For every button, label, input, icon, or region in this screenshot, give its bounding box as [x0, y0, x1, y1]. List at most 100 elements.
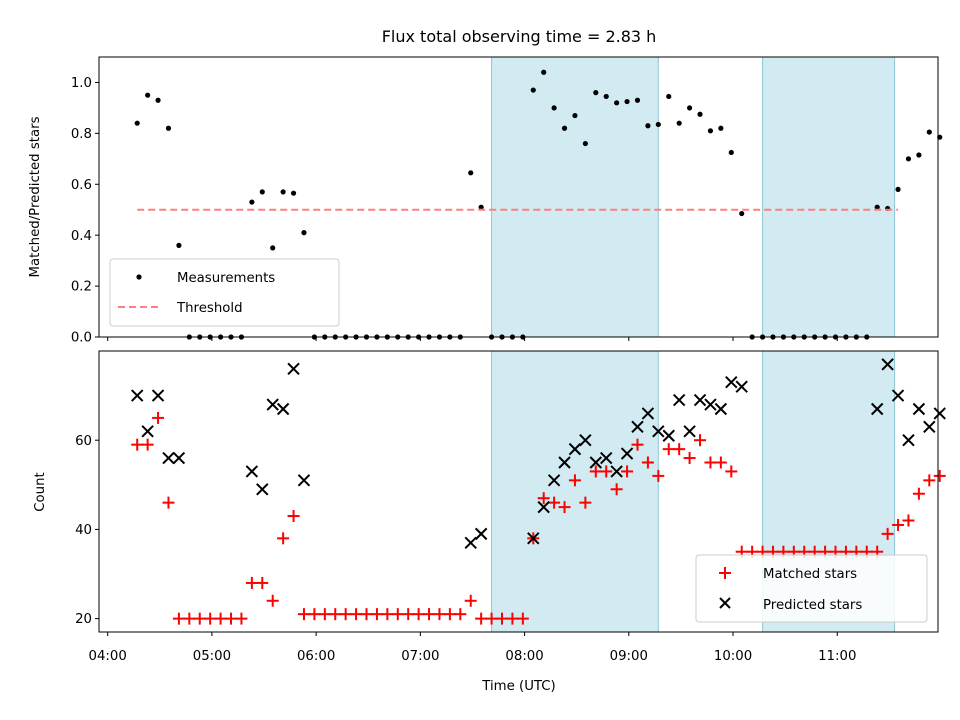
- matched-stars-point: [475, 612, 488, 625]
- matched-stars-point: [558, 501, 571, 514]
- predicted-stars-point: [652, 425, 665, 438]
- matched-stars-point: [610, 483, 623, 496]
- measurements-point: [728, 149, 734, 156]
- legend-threshold-label: Threshold: [176, 301, 243, 316]
- x-tick-label: 08:00: [505, 649, 543, 664]
- y-tick-label: 1.0: [71, 76, 92, 91]
- matched-stars-point: [923, 474, 936, 487]
- matched-stars-point: [204, 612, 217, 625]
- matched-stars-point: [933, 469, 946, 482]
- legend-predicted-stars-label: Predicted stars: [763, 598, 862, 613]
- legend-measurements-label: Measurements: [177, 271, 275, 286]
- matched-stars-point: [402, 608, 415, 621]
- bottom-legend: Matched stars Predicted stars: [695, 554, 928, 623]
- measurements-point: [541, 69, 547, 75]
- predicted-stars-point: [579, 433, 592, 447]
- matched-stars-point: [141, 438, 154, 451]
- predicted-stars-point: [266, 398, 279, 411]
- predicted-stars-point: [141, 425, 154, 438]
- top-legend: Measurements Threshold: [109, 258, 340, 327]
- x-tick-label: 09:00: [610, 649, 648, 664]
- x-tick-label: 07:00: [401, 649, 439, 664]
- matched-stars-point: [423, 608, 436, 621]
- matched-stars-point: [662, 443, 675, 456]
- predicted-stars-point: [256, 483, 269, 496]
- top-panel: 0.0 0.2 0.4 0.6 0.8 1.0 Matched/Predicted sta…: [28, 56, 943, 346]
- measurements-point: [655, 121, 661, 128]
- matched-stars-point: [245, 576, 258, 589]
- predicted-stars-point: [725, 376, 738, 389]
- x-tick-label: 06:00: [297, 649, 335, 664]
- y-tick-label: 40: [75, 523, 92, 538]
- measurements-point: [718, 125, 724, 131]
- measurements-point: [593, 90, 599, 96]
- measurements-point: [676, 120, 682, 126]
- measurements-point: [290, 190, 297, 196]
- matched-stars-point: [631, 438, 644, 451]
- matched-stars-point: [694, 434, 707, 447]
- predicted-stars-point: [172, 451, 186, 465]
- predicted-stars-point: [891, 389, 905, 402]
- y-tick-label: 0.0: [71, 331, 92, 346]
- predicted-stars-point: [923, 420, 936, 434]
- legend-measurements-marker: [136, 274, 142, 280]
- predicted-stars-point: [464, 536, 477, 550]
- measurements-point: [582, 140, 588, 147]
- predicted-stars-point: [933, 407, 946, 420]
- matched-stars-point: [912, 487, 925, 500]
- predicted-stars-point: [558, 456, 571, 469]
- matched-stars-point: [391, 608, 404, 621]
- matched-stars-point: [579, 496, 592, 509]
- top-data-points: [134, 69, 943, 340]
- measurements-point: [905, 156, 912, 162]
- matched-stars-point: [214, 612, 227, 625]
- measurements-point: [916, 152, 922, 158]
- top-y-axis-label: Matched/Predicted stars: [28, 116, 43, 277]
- legend-matched-stars-marker: [719, 567, 731, 579]
- matched-stars-point: [683, 452, 696, 465]
- bottom-legend-box: [695, 554, 928, 623]
- matched-stars-point: [131, 438, 144, 451]
- measurements-point: [926, 129, 932, 135]
- matched-stars-point: [287, 510, 300, 523]
- matched-stars-point: [641, 456, 654, 469]
- matched-stars-point: [443, 608, 456, 621]
- matched-stars-point: [714, 456, 727, 469]
- matched-stars-point: [235, 612, 248, 625]
- measurements-point: [530, 87, 536, 93]
- predicted-stars-point: [537, 500, 550, 514]
- y-tick-label: 20: [75, 612, 92, 627]
- matched-stars-point: [183, 612, 196, 625]
- predicted-stars-point: [881, 358, 894, 371]
- matched-stars-point: [162, 496, 175, 509]
- measurements-point: [572, 112, 578, 119]
- measurements-point: [603, 93, 609, 100]
- matched-stars-point: [277, 532, 290, 545]
- predicted-stars-point: [631, 420, 644, 434]
- measurements-point: [895, 186, 901, 192]
- measurements-point: [614, 100, 620, 106]
- matched-stars-point: [495, 612, 508, 625]
- matched-stars-point: [568, 474, 581, 487]
- top-y-ticks: 0.0 0.2 0.4 0.6 0.8 1.0: [71, 76, 99, 346]
- measurements-point: [697, 111, 703, 117]
- measurements-point: [176, 242, 182, 248]
- matched-stars-point: [881, 527, 894, 540]
- measurements-point: [165, 125, 172, 131]
- measurements-point: [561, 125, 568, 131]
- measurements-point: [687, 105, 693, 111]
- measurements-point: [739, 210, 745, 217]
- top-legend-box: [109, 258, 340, 327]
- predicted-stars-point: [641, 407, 655, 420]
- measurements-point: [134, 120, 140, 126]
- matched-stars-point: [725, 465, 738, 478]
- measurements-point: [145, 92, 151, 98]
- matched-stars-point: [412, 608, 425, 621]
- matched-stars-point: [516, 612, 529, 625]
- measurements-point: [634, 97, 641, 103]
- matched-stars-point: [892, 518, 905, 531]
- predicted-stars-point: [245, 465, 259, 478]
- predicted-stars-point: [662, 429, 675, 442]
- bottom-y-axis-label: Count: [33, 472, 48, 512]
- bottom-panel: 20 40 60 04:00 05:00 06:00 07:00 08:00 09:00 10:…: [33, 350, 946, 694]
